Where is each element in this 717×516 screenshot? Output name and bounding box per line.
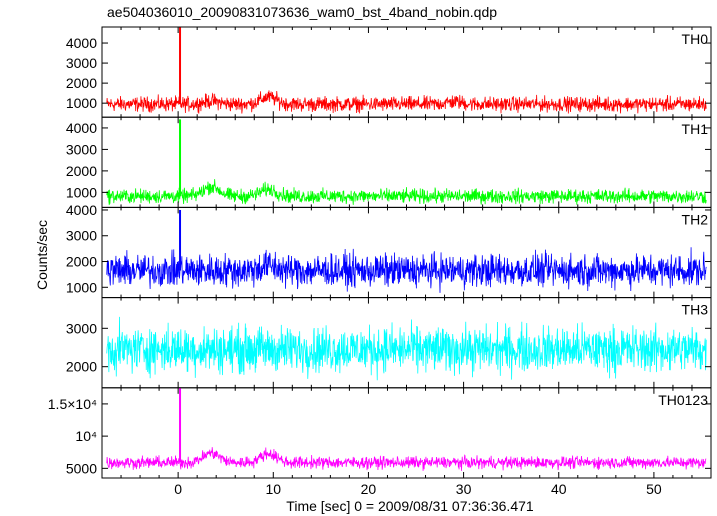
y-tick-label: 2000	[66, 359, 97, 375]
panel-label: TH1	[682, 121, 709, 137]
series-th3	[106, 316, 707, 381]
panel-th3: 2000 3000 TH3	[66, 297, 712, 389]
y-tick-label: 4000	[66, 35, 97, 51]
x-tick-label: 50	[646, 481, 662, 497]
y-tick-label: 3000	[66, 320, 97, 336]
y-tick-label: 1000	[66, 184, 97, 200]
y-tick-label: 3000	[66, 228, 97, 244]
x-tick-label: 10	[265, 481, 281, 497]
panel-frame	[101, 206, 712, 299]
y-tick-label: 3000	[66, 55, 97, 71]
y-tick-label: 1000	[66, 95, 97, 111]
chart-title: ae504036010_20090831073636_wam0_bst_4ban…	[107, 4, 497, 20]
x-tick-label: 0	[174, 481, 182, 497]
panel-th0123: 5000 10⁴ 1.5×10⁴ TH0123	[48, 387, 712, 479]
y-tick-label: 2000	[66, 254, 97, 270]
series-th2	[106, 247, 707, 293]
y-axis-label: Counts/sec	[34, 220, 50, 290]
y-tick-label: 2000	[66, 163, 97, 179]
panel-label: TH0123	[658, 392, 708, 408]
panel-label: TH2	[682, 211, 709, 227]
x-axis-label: Time [sec] 0 = 2009/08/31 07:36:36.471	[286, 498, 534, 514]
x-tick-label: 30	[456, 481, 472, 497]
panel-th1: 1000 2000 3000 4000 TH1	[66, 116, 712, 208]
panel-th0: 1000 2000 3000 4000 TH0	[66, 26, 712, 118]
y-tick-label: 2000	[66, 75, 97, 91]
y-tick-label: 4000	[66, 120, 97, 136]
y-tick-label: 4000	[66, 202, 97, 218]
y-tick-label: 3000	[66, 141, 97, 157]
series-th1	[106, 179, 707, 206]
panel-th2: 1000 2000 3000 4000 TH2	[66, 202, 712, 299]
panel-label: TH0	[682, 31, 709, 47]
series-th0123	[106, 447, 707, 471]
y-tick-label: 5000	[66, 460, 97, 476]
x-tick-label: 20	[361, 481, 377, 497]
panel-label: TH3	[682, 302, 709, 318]
y-tick-label: 10⁴	[75, 428, 97, 444]
x-tick-label: 40	[551, 481, 567, 497]
y-tick-label: 1000	[66, 279, 97, 295]
y-tick-label: 1.5×10⁴	[48, 396, 97, 412]
series-th0	[106, 90, 707, 114]
